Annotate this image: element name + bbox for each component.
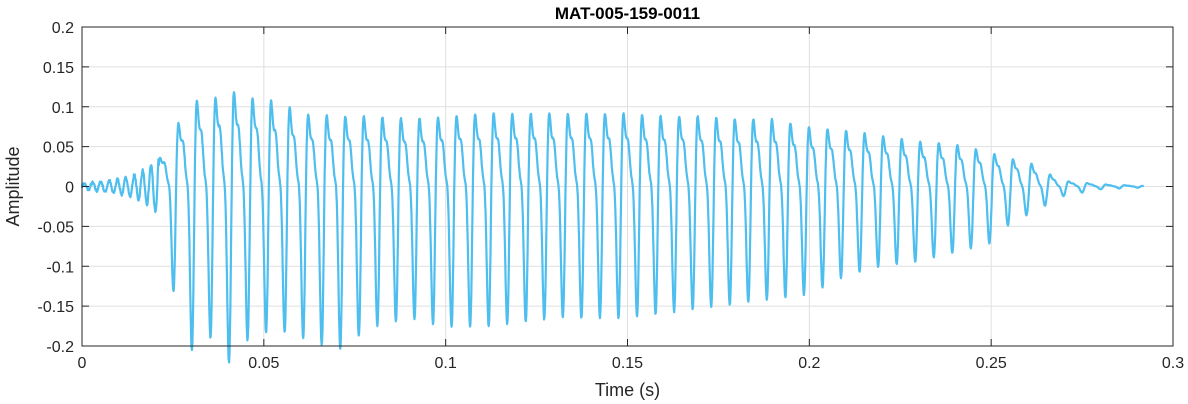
y-axis-ticks: -0.2 -0.15 -0.1 -0.05 0 0.05 0.1 0.15 0.2 xyxy=(38,20,1173,356)
y-tick-label: -0.15 xyxy=(38,299,75,316)
x-tick-label: 0.1 xyxy=(435,355,457,372)
chart-title: MAT-005-159-0011 xyxy=(555,4,700,23)
x-axis-ticks: 0 0.05 0.1 0.15 0.2 0.25 0.3 xyxy=(78,27,1184,372)
y-tick-label: -0.1 xyxy=(46,259,74,276)
x-tick-label: 0.2 xyxy=(798,355,820,372)
x-tick-label: 0.25 xyxy=(976,355,1007,372)
signal-line xyxy=(80,91,1145,364)
x-tick-label: 0.15 xyxy=(612,355,643,372)
y-tick-label: 0.15 xyxy=(43,60,74,77)
y-tick-label: 0 xyxy=(65,180,74,197)
y-axis-label: Amplitude xyxy=(3,146,23,226)
series-layer xyxy=(80,91,1145,364)
x-tick-label: 0.05 xyxy=(248,355,279,372)
y-tick-label: 0.2 xyxy=(52,20,74,37)
x-tick-label: 0 xyxy=(78,355,87,372)
y-tick-label: -0.2 xyxy=(46,339,74,356)
y-tick-label: -0.05 xyxy=(38,219,75,236)
y-tick-label: 0.1 xyxy=(52,100,74,117)
x-axis-label: Time (s) xyxy=(595,380,660,400)
y-tick-label: 0.05 xyxy=(43,140,74,157)
x-tick-label: 0.3 xyxy=(1162,355,1184,372)
